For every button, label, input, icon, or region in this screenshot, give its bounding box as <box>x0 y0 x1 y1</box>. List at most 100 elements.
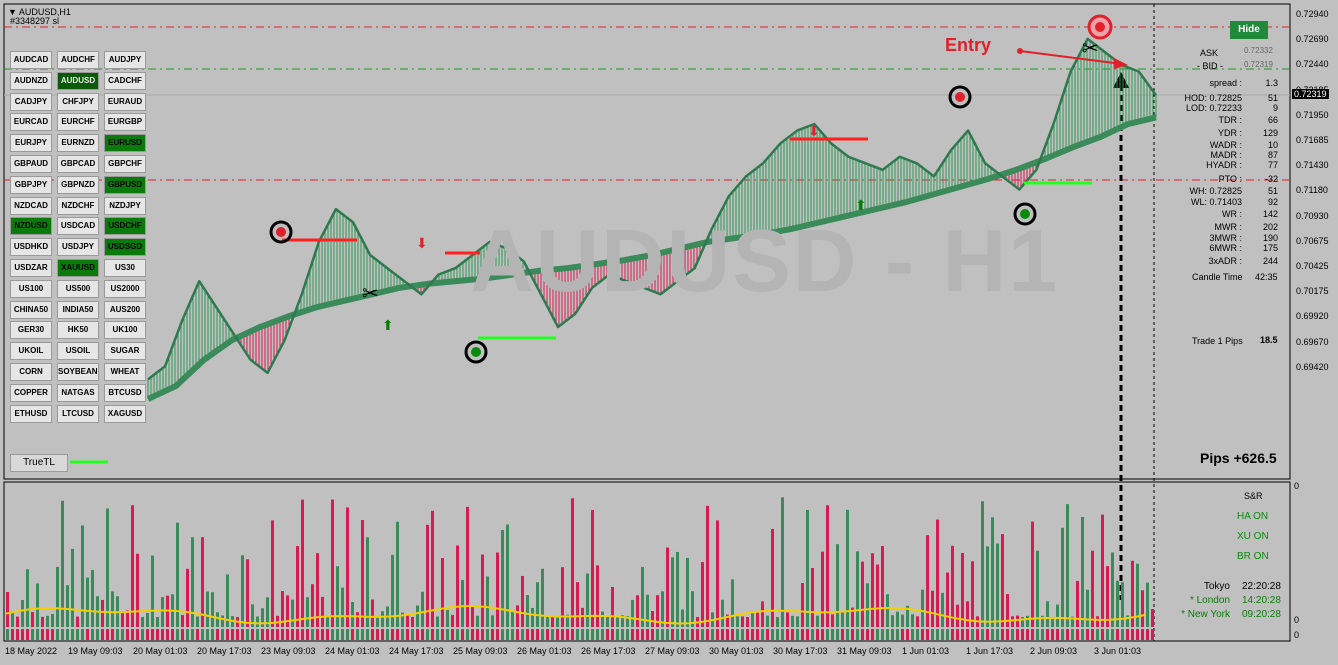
xu-status[interactable]: XU ON <box>1237 531 1269 542</box>
strength-bar <box>326 629 329 640</box>
symbol-button-cadchf[interactable]: CADCHF <box>104 71 146 90</box>
symbol-button-btcusd[interactable]: BTCUSD <box>104 383 146 402</box>
volume-bar <box>1141 590 1144 627</box>
symbol-button-sugar[interactable]: SUGAR <box>104 342 146 361</box>
symbol-button-natgas[interactable]: NATGAS <box>57 383 99 402</box>
symbol-button-hk50[interactable]: HK50 <box>57 321 99 340</box>
volume-bar <box>76 616 79 627</box>
volume-bar <box>106 508 109 627</box>
symbol-button-xagusd[interactable]: XAGUSD <box>104 404 146 423</box>
symbol-button-eurusd[interactable]: EURUSD <box>104 134 146 153</box>
symbol-button-india50[interactable]: INDIA50 <box>57 300 99 319</box>
strength-bar <box>306 629 309 640</box>
strength-bar <box>541 629 544 640</box>
symbol-button-eurchf[interactable]: EURCHF <box>57 113 99 132</box>
symbol-button-audcad[interactable]: AUDCAD <box>10 51 52 69</box>
trade-label: Trade 1 Pips <box>1192 336 1243 346</box>
symbol-button-eurgbp[interactable]: EURGBP <box>104 113 146 132</box>
symbol-button-nzdchf[interactable]: NZDCHF <box>57 196 99 215</box>
symbol-button-ukoil[interactable]: UKOIL <box>10 342 52 361</box>
symbol-button-nzdjpy[interactable]: NZDJPY <box>104 196 146 215</box>
symbol-button-gbpaud[interactable]: GBPAUD <box>10 155 52 173</box>
symbol-button-china50[interactable]: CHINA50 <box>10 300 52 319</box>
symbol-button-chfjpy[interactable]: CHFJPY <box>57 92 99 111</box>
volume-bar <box>556 616 559 627</box>
symbol-button-usdchf[interactable]: USDCHF <box>104 217 146 236</box>
volume-bar <box>941 592 944 627</box>
hide-button[interactable]: Hide <box>1230 21 1268 39</box>
symbol-button-us2000[interactable]: US2000 <box>104 279 146 298</box>
symbol-button-xauusd[interactable]: XAUUSD <box>57 259 99 277</box>
session-time: 22:20:28 <box>1242 581 1281 592</box>
volume-bar <box>261 608 264 627</box>
symbol-button-aus200[interactable]: AUS200 <box>104 300 146 319</box>
volume-bar <box>606 616 609 627</box>
symbol-button-gbpusd[interactable]: GBPUSD <box>104 175 146 194</box>
info-row-value: 9 <box>1272 103 1278 113</box>
volume-bar <box>926 535 929 627</box>
symbol-button-usdcad[interactable]: USDCAD <box>57 217 99 236</box>
volume-bar <box>176 522 179 627</box>
strength-bar <box>666 629 669 640</box>
symbol-button-usdsgd[interactable]: USDSGD <box>104 238 146 257</box>
symbol-button-euraud[interactable]: EURAUD <box>104 92 146 111</box>
volume-bar <box>186 568 189 627</box>
volume-bar <box>26 569 29 627</box>
symbol-button-audchf[interactable]: AUDCHF <box>57 51 99 69</box>
symbol-button-audusd[interactable]: AUDUSD <box>57 71 99 90</box>
strength-bar <box>871 629 874 640</box>
strength-bar <box>1121 629 1124 640</box>
symbol-button-copper[interactable]: COPPER <box>10 383 52 402</box>
sr-label: S&R <box>1244 491 1263 501</box>
strength-bar <box>731 629 734 640</box>
volume-bar <box>81 525 84 627</box>
trueTL-button[interactable]: TrueTL <box>10 454 68 472</box>
symbol-button-soybeans[interactable]: SOYBEANS <box>57 363 99 381</box>
strength-bar <box>296 629 299 640</box>
strength-bar <box>311 629 314 640</box>
symbol-button-usdhkd[interactable]: USDHKD <box>10 238 52 257</box>
candle-time-value: 42:35 <box>1255 272 1278 282</box>
strength-bar <box>631 629 634 640</box>
symbol-button-gbpcad[interactable]: GBPCAD <box>57 155 99 173</box>
symbol-button-eurjpy[interactable]: EURJPY <box>10 134 52 153</box>
indicator-lines <box>146 37 1158 402</box>
volume-bar <box>1081 516 1084 627</box>
symbol-button-us30[interactable]: US30 <box>104 259 146 277</box>
strength-bar <box>206 629 209 640</box>
symbol-button-ltcusd[interactable]: LTCUSD <box>57 404 99 423</box>
strength-bar <box>746 629 749 640</box>
symbol-button-uk100[interactable]: UK100 <box>104 321 146 340</box>
symbol-button-usdjpy[interactable]: USDJPY <box>57 238 99 257</box>
symbol-button-audjpy[interactable]: AUDJPY <box>104 51 146 69</box>
strength-bar <box>1126 629 1129 640</box>
symbol-button-corn[interactable]: CORN <box>10 363 52 381</box>
symbol-button-gbpchf[interactable]: GBPCHF <box>104 155 146 173</box>
time-tick-label: 1 Jun 17:03 <box>966 646 1014 656</box>
symbol-button-us100[interactable]: US100 <box>10 279 52 298</box>
strength-bar <box>216 629 219 640</box>
price-tick-label: 0.70175 <box>1296 286 1329 297</box>
symbol-button-gbpjpy[interactable]: GBPJPY <box>10 175 52 194</box>
strength-bar <box>766 629 769 640</box>
symbol-button-audnzd[interactable]: AUDNZD <box>10 71 52 90</box>
symbol-button-gbpnzd[interactable]: GBPNZD <box>57 175 99 194</box>
symbol-button-nzdcad[interactable]: NZDCAD <box>10 196 52 215</box>
strength-bar <box>111 629 114 640</box>
symbol-button-ethusd[interactable]: ETHUSD <box>10 404 52 423</box>
volume-bar <box>1101 514 1104 627</box>
symbol-button-eurnzd[interactable]: EURNZD <box>57 134 99 153</box>
ha-status[interactable]: HA ON <box>1237 511 1269 522</box>
strength-bar <box>831 629 834 640</box>
symbol-button-nzdusd[interactable]: NZDUSD <box>10 217 52 236</box>
symbol-button-us500[interactable]: US500 <box>57 279 99 298</box>
symbol-button-wheat[interactable]: WHEAT <box>104 363 146 381</box>
symbol-button-ger30[interactable]: GER30 <box>10 321 52 340</box>
lower-axis-label: 0 <box>1294 630 1300 640</box>
symbol-button-usdzar[interactable]: USDZAR <box>10 259 52 277</box>
br-status[interactable]: BR ON <box>1237 551 1269 562</box>
volume-bar <box>961 552 964 627</box>
symbol-button-cadjpy[interactable]: CADJPY <box>10 92 52 111</box>
symbol-button-eurcad[interactable]: EURCAD <box>10 113 52 132</box>
symbol-button-usoil[interactable]: USOIL <box>57 342 99 361</box>
